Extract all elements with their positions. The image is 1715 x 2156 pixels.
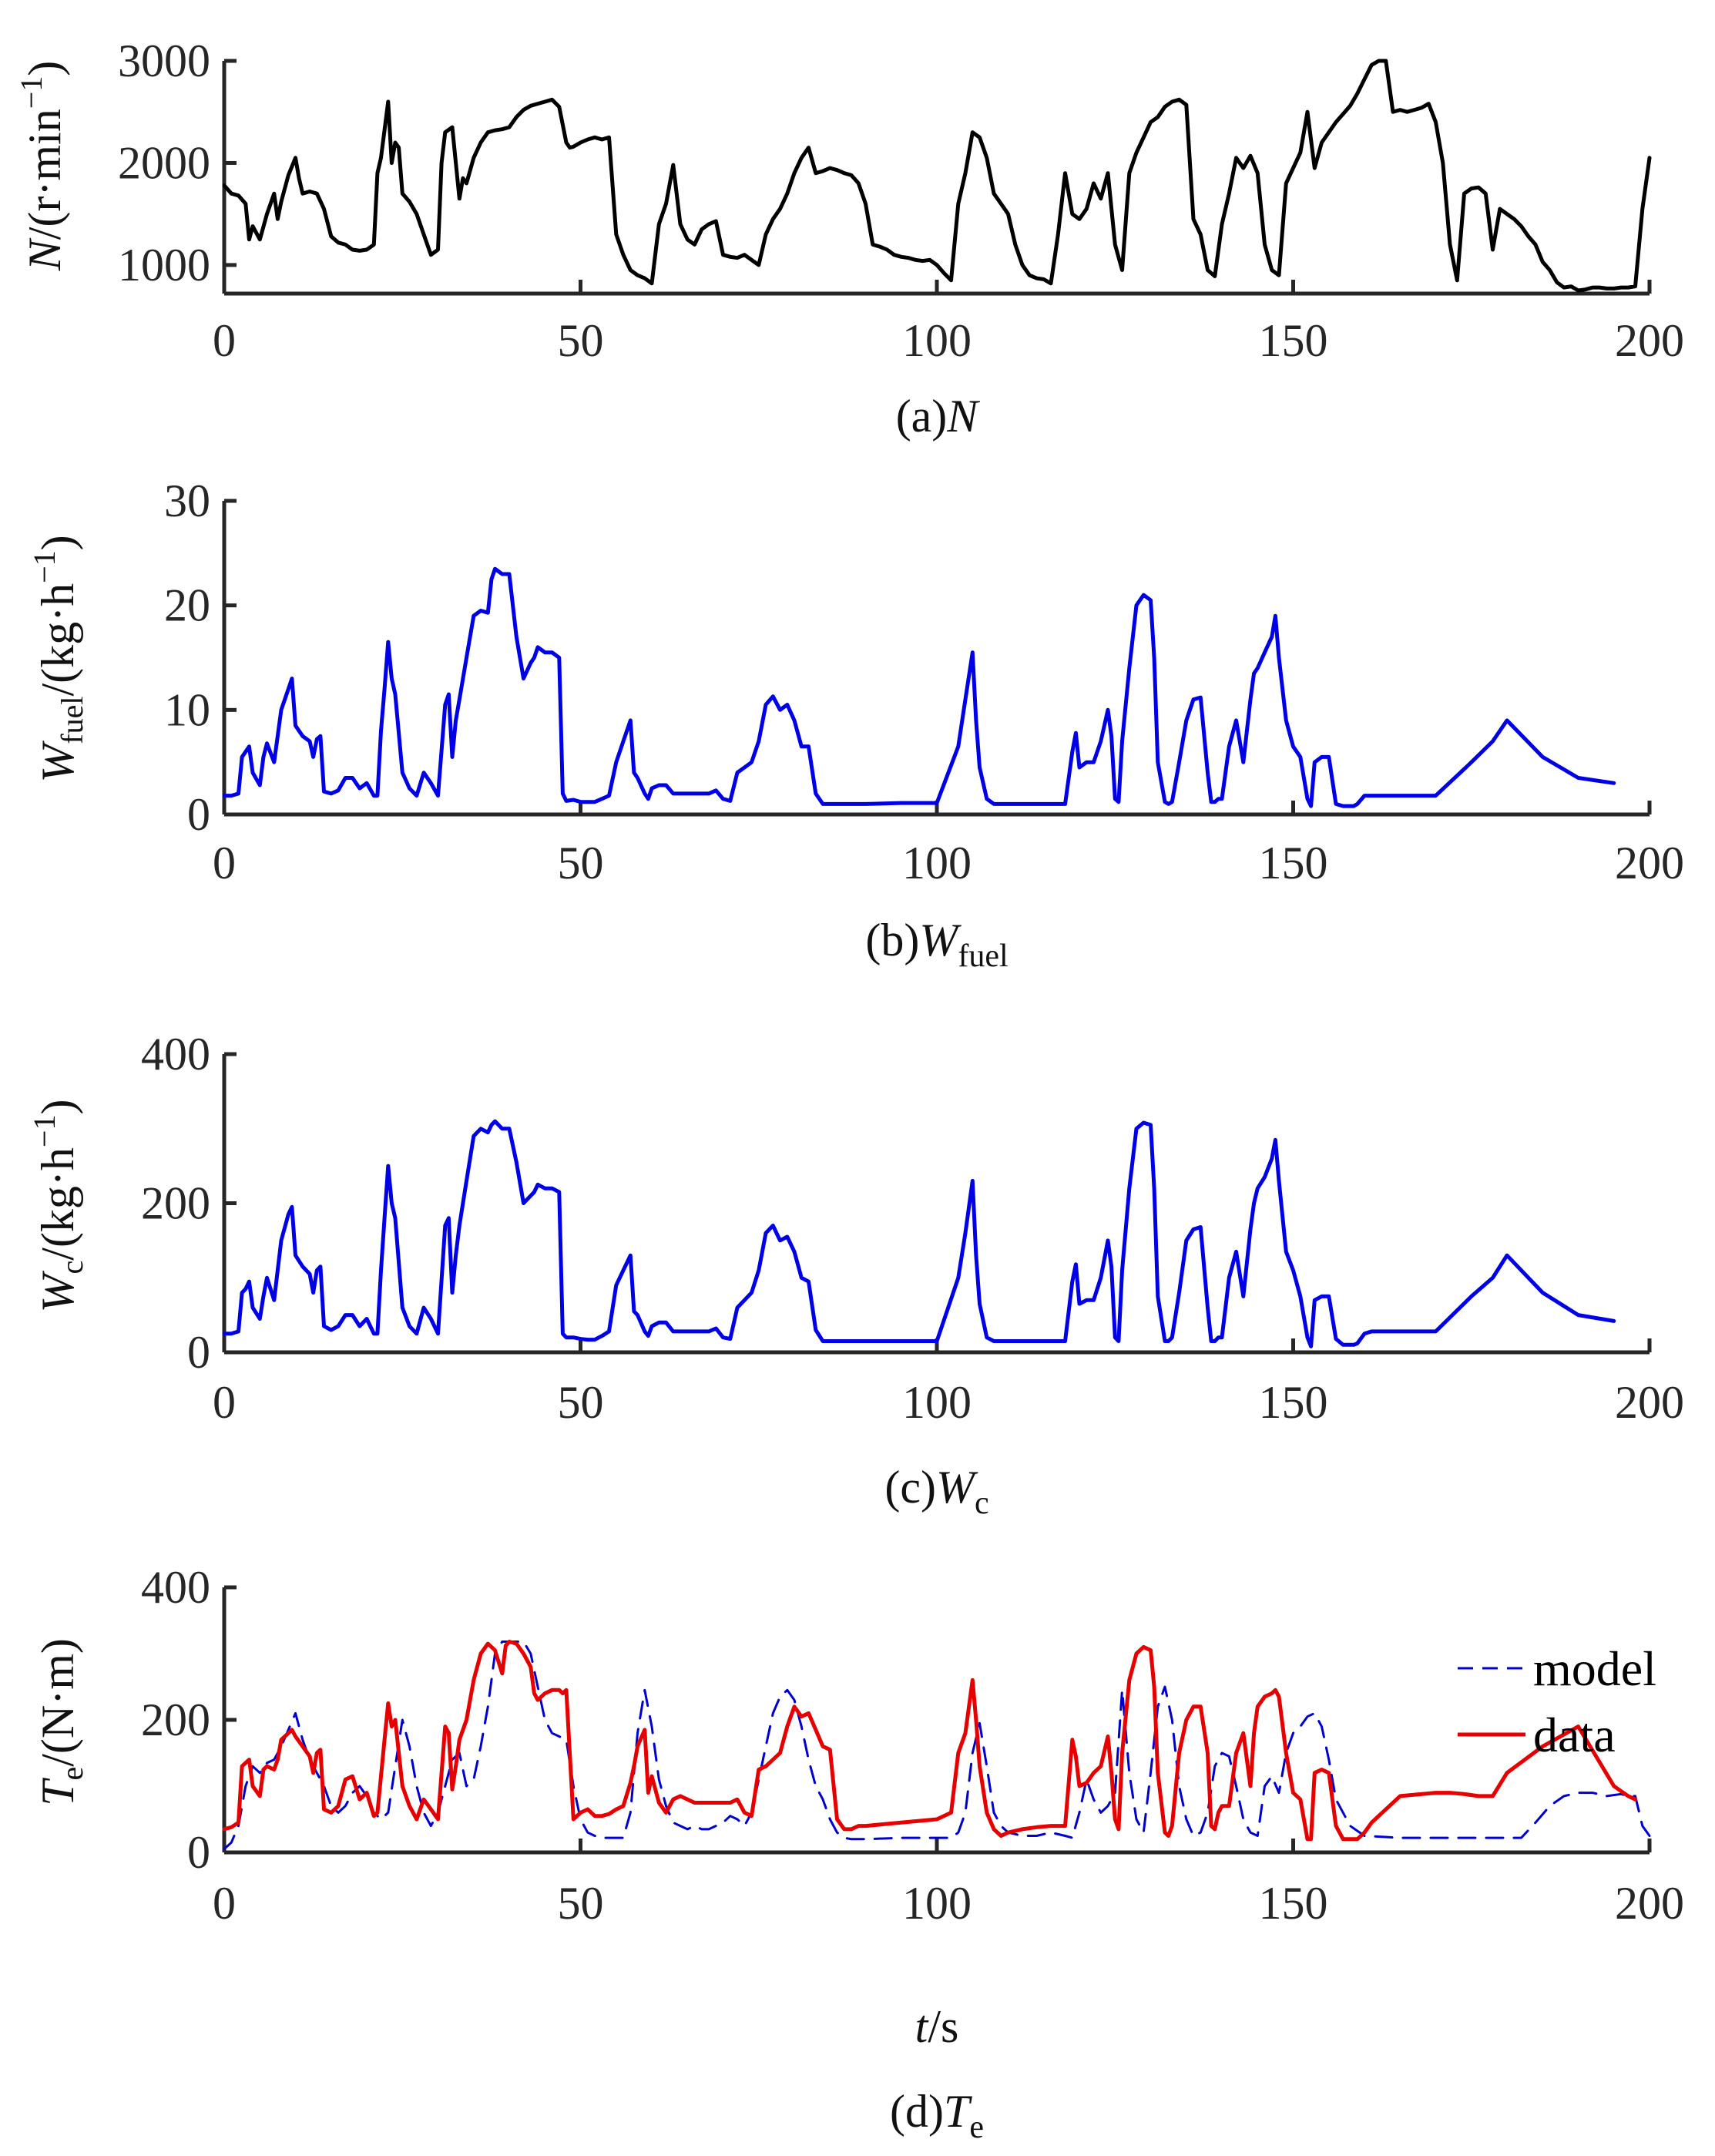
y-tick-label: 2000 xyxy=(118,137,210,188)
x-axis-label: t/s xyxy=(915,2001,959,2052)
panel-b: 0 10 20 30 0 50 100 150 200 Wfuel/(kg·h−1) (b)Wfue… xyxy=(27,475,1684,974)
x-tick-label: 100 xyxy=(902,1878,972,1929)
x-tick-label: 150 xyxy=(1259,1878,1328,1929)
series-n xyxy=(222,59,1652,293)
x-tick-label: 50 xyxy=(558,315,604,366)
x-tick-label: 100 xyxy=(902,838,972,888)
x-tick-label: 200 xyxy=(1615,1878,1684,1929)
y-tick-label: 1000 xyxy=(118,240,210,290)
y-tick-label: 400 xyxy=(141,1562,210,1613)
y-axis-label: Te/(N·m) xyxy=(32,1638,89,1806)
x-tick-label: 0 xyxy=(213,1878,236,1929)
x-tick-label: 200 xyxy=(1615,315,1684,366)
x-tick-label: 50 xyxy=(558,1377,604,1428)
panel-caption: (c)Wc xyxy=(884,1462,988,1521)
x-tick-label: 0 xyxy=(213,315,236,366)
y-tick-label: 0 xyxy=(187,1327,210,1378)
series-data xyxy=(222,1640,1637,1842)
x-tick-label: 150 xyxy=(1259,838,1328,888)
y-tick-label: 400 xyxy=(141,1029,210,1080)
x-tick-label: 50 xyxy=(558,1878,604,1929)
y-tick-label: 10 xyxy=(164,684,210,735)
panel-caption: (d)Te xyxy=(890,2086,984,2145)
series-w-c xyxy=(222,1119,1616,1348)
x-tick-label: 100 xyxy=(902,315,972,366)
series-w-fuel xyxy=(222,566,1616,808)
panel-d: 0 200 400 0 50 100 150 200 Te/(N·m) t/s (d)Te model… xyxy=(32,1562,1684,2145)
y-tick-label: 3000 xyxy=(118,35,210,86)
y-axis-label: Wfuel/(kg·h−1) xyxy=(27,535,89,782)
y-tick-label: 200 xyxy=(141,1178,210,1229)
y-tick-label: 20 xyxy=(164,580,210,631)
panel-caption: (b)Wfuel xyxy=(865,915,1008,974)
x-tick-label: 150 xyxy=(1259,315,1328,366)
x-tick-label: 200 xyxy=(1615,1377,1684,1428)
y-tick-label: 30 xyxy=(164,475,210,526)
y-tick-label: 200 xyxy=(141,1694,210,1745)
series-model xyxy=(223,1641,1651,1851)
y-axis-label: N/(r·min−1) xyxy=(14,61,70,272)
y-axis-label: Wc/(kg·h−1) xyxy=(27,1100,89,1313)
legend-label-model: model xyxy=(1533,1641,1656,1696)
legend-label-data: data xyxy=(1533,1708,1616,1762)
panel-caption: (a)N xyxy=(896,391,981,442)
y-tick-label: 0 xyxy=(187,1827,210,1878)
x-tick-label: 200 xyxy=(1615,838,1684,888)
panel-a: 1000 2000 3000 0 50 100 150 200 N/(r·min−1) (a)N xyxy=(14,35,1684,442)
y-tick-label: 0 xyxy=(187,789,210,840)
x-tick-label: 0 xyxy=(213,1377,236,1428)
x-tick-label: 100 xyxy=(902,1377,972,1428)
x-tick-label: 0 xyxy=(213,838,236,888)
legend: model data xyxy=(1458,1641,1656,1762)
x-tick-label: 150 xyxy=(1259,1377,1328,1428)
panel-c: 0 200 400 0 50 100 150 200 Wc/(kg·h−1) (c)Wc xyxy=(27,1029,1684,1521)
x-tick-label: 50 xyxy=(558,838,604,888)
